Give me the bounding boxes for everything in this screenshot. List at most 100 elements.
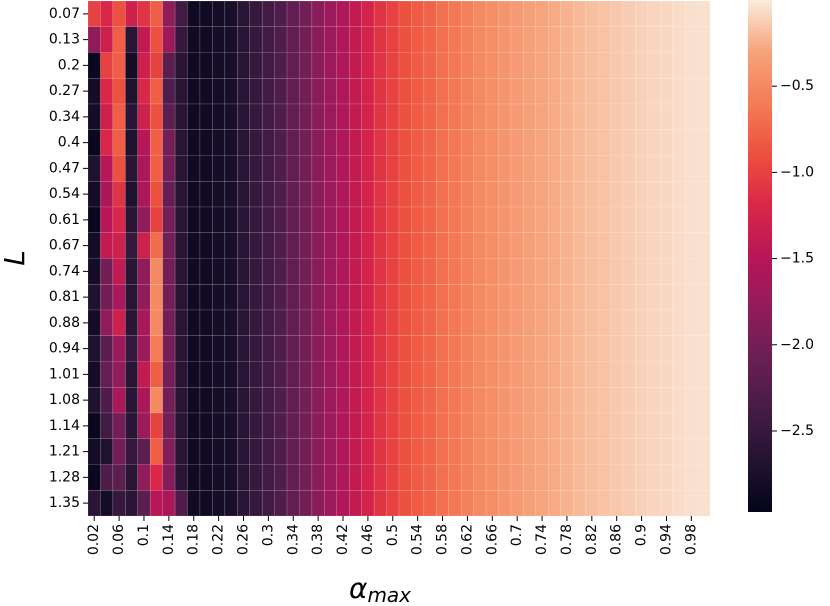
heatmap-cell xyxy=(659,181,673,208)
heatmap-cell xyxy=(162,309,176,336)
heatmap-cell xyxy=(684,361,698,388)
heatmap-cell xyxy=(659,490,673,517)
heatmap-cell xyxy=(659,206,673,233)
heatmap-cell xyxy=(212,103,226,130)
heatmap-cell xyxy=(398,309,412,336)
heatmap-cell xyxy=(87,464,101,491)
heatmap-cell xyxy=(274,181,288,208)
x-tick-label: 0.38 xyxy=(310,524,326,555)
heatmap-cell xyxy=(572,129,586,156)
heatmap-cell xyxy=(572,284,586,311)
x-tick-label: 0.9 xyxy=(634,524,650,546)
heatmap-cell xyxy=(137,103,151,130)
heatmap-cell xyxy=(510,78,524,105)
heatmap-cell xyxy=(348,361,362,388)
heatmap-cell xyxy=(647,206,661,233)
heatmap-cell xyxy=(423,258,437,285)
heatmap-cell xyxy=(597,0,611,27)
heatmap-cell xyxy=(548,78,561,105)
heatmap-cell xyxy=(87,206,101,233)
heatmap-cell xyxy=(361,335,375,362)
heatmap-cell xyxy=(386,335,400,362)
heatmap-cell xyxy=(647,412,661,439)
heatmap-cell xyxy=(311,412,325,439)
heatmap-cell xyxy=(311,335,325,362)
heatmap-cell xyxy=(112,26,126,53)
heatmap-cell xyxy=(622,309,636,336)
heatmap-cell xyxy=(299,232,313,259)
heatmap-cell xyxy=(498,181,512,208)
heatmap-cell xyxy=(485,0,499,27)
heatmap-cell xyxy=(299,258,313,285)
heatmap-cell xyxy=(585,52,599,79)
heatmap-cell xyxy=(162,490,176,517)
heatmap-cell xyxy=(523,103,537,130)
heatmap-cell xyxy=(672,129,686,156)
heatmap-cell xyxy=(149,361,163,388)
heatmap-cell xyxy=(311,206,325,233)
x-tick-label: 0.42 xyxy=(335,524,351,555)
heatmap-cell xyxy=(473,0,487,27)
heatmap-cell xyxy=(87,387,101,414)
heatmap-cell xyxy=(286,0,300,27)
heatmap-cell xyxy=(100,155,114,182)
heatmap-cell xyxy=(672,52,686,79)
heatmap-cell xyxy=(361,464,375,491)
heatmap-cell xyxy=(498,103,512,130)
heatmap-cell xyxy=(398,78,412,105)
heatmap-cell xyxy=(535,232,549,259)
heatmap-cell xyxy=(610,490,624,517)
heatmap-cell xyxy=(249,181,263,208)
heatmap-cell xyxy=(187,284,201,311)
heatmap-cell xyxy=(137,78,151,105)
heatmap-cell xyxy=(622,232,636,259)
heatmap-cell xyxy=(386,284,400,311)
heatmap-cell xyxy=(647,387,661,414)
heatmap-cell xyxy=(199,284,213,311)
heatmap-cell xyxy=(286,387,300,414)
heatmap-cell xyxy=(436,0,450,27)
heatmap-cell xyxy=(274,464,288,491)
y-tick-label: 0.61 xyxy=(49,212,80,228)
heatmap-cell xyxy=(597,78,611,105)
heatmap-cell xyxy=(535,78,549,105)
heatmap-cell xyxy=(249,490,263,517)
heatmap-cell xyxy=(373,438,387,465)
heatmap-cell xyxy=(535,258,549,285)
heatmap-cell xyxy=(622,387,636,414)
heatmap-cell xyxy=(672,155,686,182)
heatmap-cell xyxy=(336,206,350,233)
heatmap-cell xyxy=(460,309,474,336)
heatmap-cell xyxy=(311,438,325,465)
heatmap-cell xyxy=(622,0,636,27)
heatmap-cell xyxy=(548,206,561,233)
heatmap-cell xyxy=(174,206,188,233)
heatmap-cell xyxy=(411,464,425,491)
heatmap-cell xyxy=(361,232,375,259)
heatmap-cell xyxy=(162,361,176,388)
heatmap-cell xyxy=(112,155,126,182)
heatmap-cell xyxy=(548,52,561,79)
heatmap-cell xyxy=(149,464,163,491)
heatmap-cell xyxy=(622,412,636,439)
heatmap-cell xyxy=(672,206,686,233)
heatmap-cell xyxy=(510,181,524,208)
heatmap-cell xyxy=(448,0,462,27)
heatmap-cell xyxy=(448,103,462,130)
heatmap-cell xyxy=(149,103,163,130)
heatmap-cell xyxy=(560,258,574,285)
heatmap-cell xyxy=(373,103,387,130)
heatmap-cell xyxy=(510,52,524,79)
heatmap-cell xyxy=(423,387,437,414)
heatmap-cell xyxy=(187,26,201,53)
heatmap-cell xyxy=(647,129,661,156)
heatmap-cell xyxy=(448,335,462,362)
heatmap-cell xyxy=(647,0,661,27)
heatmap-cell xyxy=(448,78,462,105)
heatmap-cell xyxy=(473,206,487,233)
heatmap-cell xyxy=(498,464,512,491)
heatmap-cell xyxy=(361,438,375,465)
heatmap-cell xyxy=(336,387,350,414)
heatmap-cell xyxy=(672,0,686,27)
heatmap-cell xyxy=(436,129,450,156)
